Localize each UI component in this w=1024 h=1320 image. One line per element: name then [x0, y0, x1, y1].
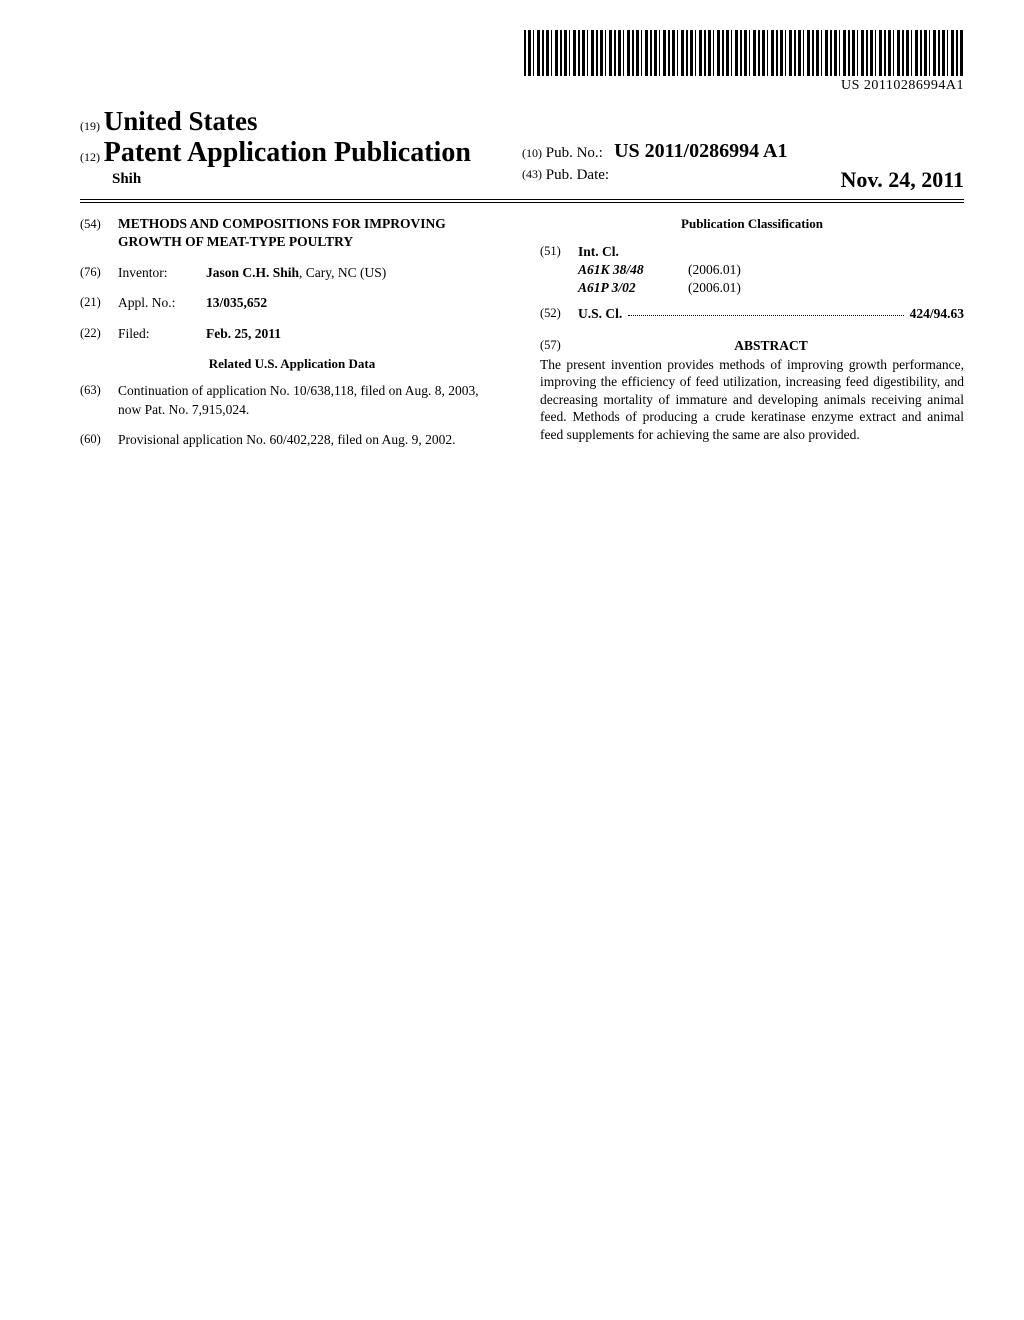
- pubdate-num: (43): [522, 167, 542, 193]
- continuation-row: (63) Continuation of application No. 10/…: [80, 382, 504, 418]
- inventor-row: (76) Inventor: Jason C.H. Shih, Cary, NC…: [80, 264, 504, 282]
- intcl-code-1: A61P 3/02: [578, 279, 688, 297]
- inventor-label: Inventor:: [118, 264, 206, 282]
- applno-value: 13/035,652: [206, 294, 504, 312]
- intcl-label: Int. Cl.: [578, 243, 964, 261]
- applno-row: (21) Appl. No.: 13/035,652: [80, 294, 504, 312]
- pubno-num: (10): [522, 146, 542, 160]
- intcl-row: (51) Int. Cl. A61K 38/48 (2006.01) A61P …: [540, 243, 964, 298]
- left-column: (54) METHODS AND COMPOSITIONS FOR IMPROV…: [80, 215, 504, 461]
- pubno-line: (10) Pub. No.: US 2011/0286994 A1: [522, 140, 964, 163]
- applno-label: Appl. No.:: [118, 294, 206, 312]
- filed-row: (22) Filed: Feb. 25, 2011: [80, 325, 504, 343]
- provisional-row: (60) Provisional application No. 60/402,…: [80, 431, 504, 449]
- pubtype-line: (12) Patent Application Publication: [80, 137, 522, 169]
- filed-field-num: (22): [80, 325, 118, 343]
- title-block: (19) United States (12) Patent Applicati…: [80, 106, 964, 193]
- inventor-field-num: (76): [80, 264, 118, 282]
- related-heading: Related U.S. Application Data: [80, 355, 504, 373]
- rule-top: [80, 199, 964, 200]
- header-inventor: Shih: [80, 171, 522, 188]
- pubdate-line: (43) Pub. Date: Nov. 24, 2011: [522, 167, 964, 193]
- intcl-line-1: A61P 3/02 (2006.01): [578, 279, 964, 297]
- pubdate-value: Nov. 24, 2011: [841, 167, 964, 193]
- inventor-loc: , Cary, NC (US): [299, 265, 386, 280]
- uscl-dots: [628, 302, 903, 316]
- abstract-heading: ABSTRACT: [578, 337, 964, 355]
- uscl-value: 424/94.63: [910, 305, 964, 323]
- cont-text: Continuation of application No. 10/638,1…: [118, 382, 504, 418]
- country-num: (19): [80, 119, 100, 133]
- classification-heading: Publication Classification: [540, 215, 964, 233]
- prov-field-num: (60): [80, 431, 118, 449]
- abstract-text: The present invention provides methods o…: [540, 356, 964, 444]
- intcl-field-num: (51): [540, 243, 578, 298]
- patent-page: US 20110286994A1 (19) United States (12)…: [0, 0, 1024, 1320]
- rule-thin: [80, 202, 964, 203]
- pubno-value: US 2011/0286994 A1: [614, 140, 787, 162]
- intcl-year-0: (2006.01): [688, 261, 741, 279]
- pubno-label: Pub. No.:: [546, 145, 603, 161]
- abstract-heading-row: (57) ABSTRACT: [540, 337, 964, 355]
- pubdate-label: Pub. Date:: [546, 167, 609, 193]
- invention-title-row: (54) METHODS AND COMPOSITIONS FOR IMPROV…: [80, 215, 504, 250]
- applno-field-num: (21): [80, 294, 118, 312]
- prov-text: Provisional application No. 60/402,228, …: [118, 431, 504, 449]
- barcode: [524, 30, 964, 76]
- pubtype-name: Patent Application Publication: [104, 137, 471, 168]
- inventor-value: Jason C.H. Shih, Cary, NC (US): [206, 264, 504, 282]
- country-line: (19) United States: [80, 106, 522, 137]
- intcl-block: Int. Cl. A61K 38/48 (2006.01) A61P 3/02 …: [578, 243, 964, 298]
- barcode-label: US 20110286994A1: [841, 78, 964, 94]
- uscl-row: (52) U.S. Cl. 424/94.63: [540, 305, 964, 323]
- top-header: US 20110286994A1: [80, 30, 964, 94]
- filed-label: Filed:: [118, 325, 206, 343]
- abstract-field-num: (57): [540, 337, 578, 355]
- uscl-label: U.S. Cl.: [578, 305, 622, 323]
- body-columns: (54) METHODS AND COMPOSITIONS FOR IMPROV…: [80, 215, 964, 461]
- intcl-line-0: A61K 38/48 (2006.01): [578, 261, 964, 279]
- right-column: Publication Classification (51) Int. Cl.…: [540, 215, 964, 461]
- cont-field-num: (63): [80, 382, 118, 418]
- filed-value: Feb. 25, 2011: [206, 325, 504, 343]
- inventor-name: Jason C.H. Shih: [206, 265, 299, 280]
- invention-title: METHODS AND COMPOSITIONS FOR IMPROVING G…: [118, 215, 504, 250]
- country-name: United States: [104, 106, 258, 136]
- uscl-field-num: (52): [540, 305, 578, 323]
- intcl-year-1: (2006.01): [688, 279, 741, 297]
- pubtype-num: (12): [80, 150, 100, 164]
- title-left: (19) United States (12) Patent Applicati…: [80, 106, 522, 193]
- intcl-code-0: A61K 38/48: [578, 261, 688, 279]
- title-right: (10) Pub. No.: US 2011/0286994 A1 (43) P…: [522, 106, 964, 193]
- title-field-num: (54): [80, 215, 118, 250]
